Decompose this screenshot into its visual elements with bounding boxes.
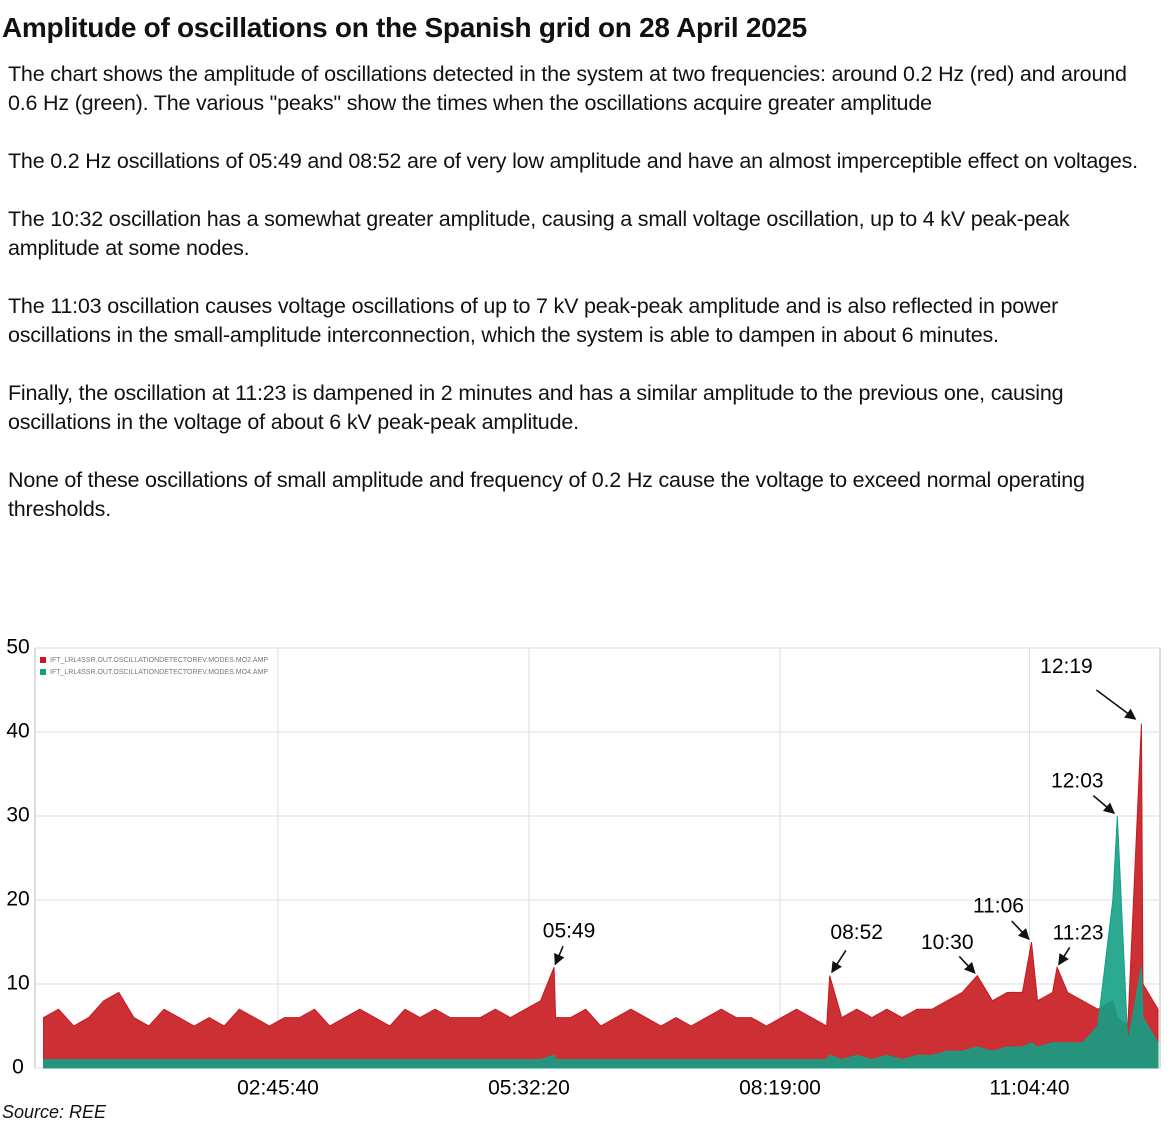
- paragraph: The 10:32 oscillation has a somewhat gre…: [8, 207, 1070, 260]
- description: The chart shows the amplitude of oscilla…: [8, 60, 1158, 553]
- paragraph: The chart shows the amplitude of oscilla…: [8, 62, 1127, 115]
- annotation: 12:03: [1051, 770, 1104, 793]
- annotation-arrow: [1095, 689, 1137, 720]
- y-tick-label: 50: [6, 636, 29, 659]
- annotation: 10:30: [921, 931, 974, 954]
- x-tick-label: 08:19:00: [739, 1077, 821, 1100]
- legend-label: IFT_LRL4SSR.OUT.OSCILLATIONDETECTOREV.MO…: [50, 669, 268, 676]
- paragraph: None of these oscillations of small ampl…: [8, 468, 1085, 521]
- legend-label: IFT_LRL4SSR.OUT.OSCILLATIONDETECTOREV.MO…: [50, 657, 268, 664]
- legend-swatch: [40, 669, 46, 675]
- y-tick-label: 10: [6, 972, 29, 995]
- annotation-arrow: [1058, 946, 1071, 966]
- x-tick-label: 11:04:40: [989, 1077, 1069, 1100]
- annotation: 12:19: [1040, 655, 1093, 678]
- page-title: Amplitude of oscillations on the Spanish…: [2, 12, 807, 43]
- area: [43, 723, 1159, 1069]
- x-tick-label: 05:32:20: [488, 1077, 570, 1100]
- annotation-arrow: [958, 955, 976, 974]
- y-tick-label: 20: [6, 888, 29, 911]
- y-tick-label: 40: [6, 720, 29, 743]
- y-tick-label: 30: [6, 804, 29, 827]
- y-tick-label: 0: [12, 1056, 24, 1079]
- x-tick-label: 02:45:40: [237, 1077, 319, 1100]
- source: Source: REE: [2, 1102, 107, 1122]
- annotation: 11:06: [973, 895, 1024, 918]
- annotation: 05:49: [543, 920, 596, 943]
- annotation-arrow: [554, 945, 565, 966]
- paragraph: The 0.2 Hz oscillations of 05:49 and 08:…: [8, 149, 1138, 173]
- annotation-arrow: [831, 949, 847, 974]
- chart: 0 10 20 30 40 50 02:45:40 05:32:20 08:19:00 11:04…: [6, 636, 1161, 1100]
- legend-swatch: [40, 657, 46, 663]
- paragraph: Finally, the oscillation at 11:23 is dam…: [8, 381, 1064, 434]
- annotation-arrow: [1011, 920, 1030, 941]
- annotation-arrow: [1092, 794, 1115, 815]
- annotation: 11:23: [1053, 922, 1104, 945]
- paragraph: The 11:03 oscillation causes voltage osc…: [8, 294, 1059, 347]
- area: [43, 815, 1159, 1069]
- annotation: 08:52: [830, 921, 883, 944]
